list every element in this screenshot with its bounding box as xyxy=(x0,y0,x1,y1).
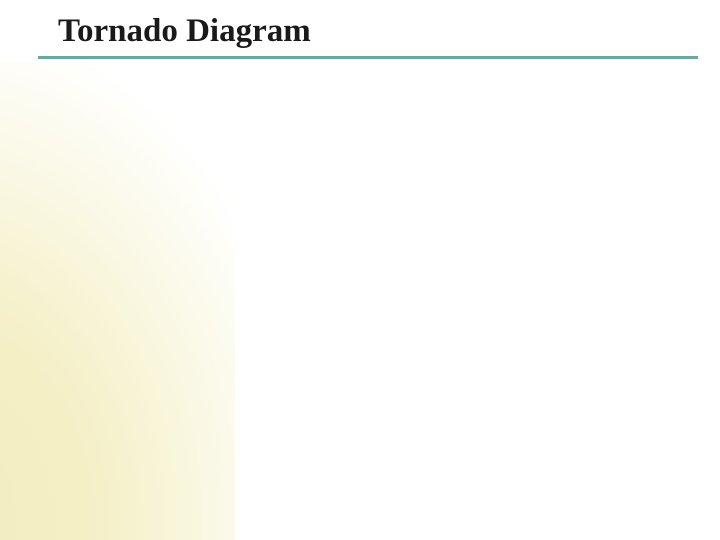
decorative-accent xyxy=(0,62,235,540)
title-area: Tornado Diagram xyxy=(58,12,678,52)
slide-title: Tornado Diagram xyxy=(58,12,678,52)
title-underline xyxy=(38,56,698,59)
